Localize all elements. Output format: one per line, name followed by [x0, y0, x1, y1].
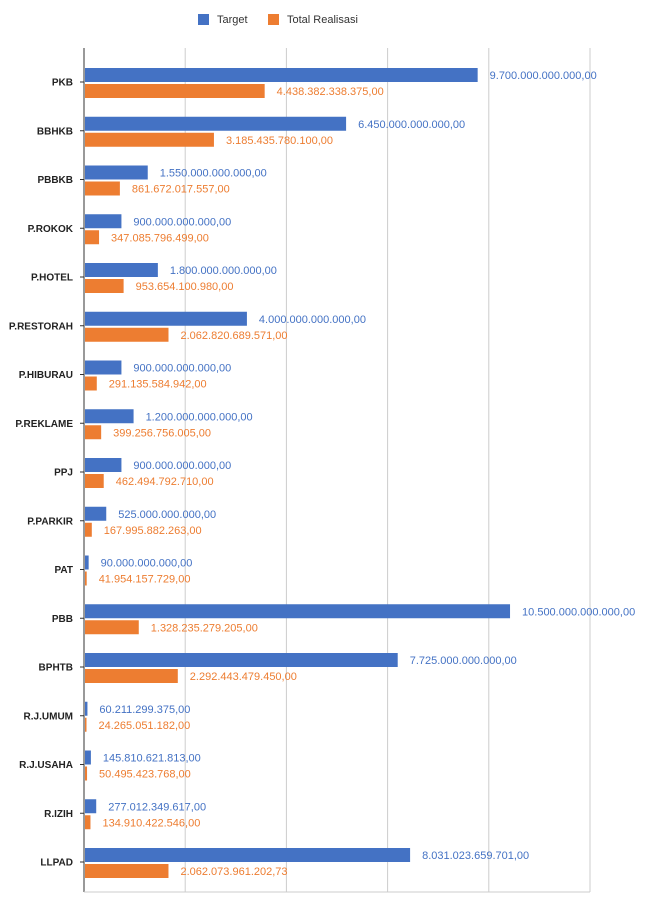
category-label: LLPAD [40, 858, 73, 869]
data-label-total-realisasi: 50.495.423.768,00 [99, 769, 191, 781]
category-label: PBBKB [37, 175, 73, 186]
data-label-total-realisasi: 462.494.792.710,00 [116, 476, 214, 488]
bar-total-realisasi [85, 84, 265, 98]
data-label-target: 7.725.000.000.000,00 [410, 655, 517, 667]
category-label: BPHTB [39, 663, 73, 674]
data-label-target: 6.450.000.000.000,00 [358, 119, 465, 131]
data-label-total-realisasi: 861.672.017.557,00 [132, 184, 230, 196]
data-label-target: 900.000.000.000,00 [133, 460, 231, 472]
category-label: P.REKLAME [15, 419, 73, 430]
bar-total-realisasi [85, 181, 120, 196]
bar-target [85, 750, 91, 765]
chart-axis: PKB BBHKB PBBKB P.ROKOK P.HOTEL P.RESTORAH P.H… [9, 48, 590, 893]
bar-target [85, 68, 478, 82]
data-label-target: 900.000.000.000,00 [133, 363, 231, 375]
bar-total-realisasi [85, 522, 92, 537]
data-label-target: 8.031.023.659.701,00 [422, 850, 529, 862]
data-label-total-realisasi: 2.062.073.961.202,73 [180, 866, 287, 878]
bar-target [85, 506, 107, 521]
chart-legend: Target Total Realisasi [198, 14, 358, 26]
bar-target [85, 653, 398, 667]
data-label-total-realisasi: 399.256.756.005,00 [113, 427, 211, 439]
data-label-total-realisasi: 2.292.443.479.450,00 [190, 671, 297, 683]
bar-total-realisasi [85, 132, 214, 147]
bar-total-realisasi [85, 620, 139, 635]
bar-total-realisasi [85, 230, 100, 245]
bar-total-realisasi [85, 327, 169, 342]
bar-total-realisasi [85, 425, 102, 440]
category-label: PKB [52, 78, 73, 89]
category-label: P.PARKIR [27, 516, 74, 527]
data-label-total-realisasi: 134.910.422.546,00 [102, 817, 200, 829]
chart-gridlines [184, 48, 591, 892]
data-label-total-realisasi: 953.654.100.980,00 [136, 281, 234, 293]
data-label-target: 145.810.621.813,00 [103, 753, 201, 765]
bar-total-realisasi [85, 571, 87, 586]
category-label: PAT [54, 565, 73, 576]
category-label: P.RESTORAH [9, 321, 73, 332]
data-label-total-realisasi: 167.995.882.263,00 [104, 525, 202, 537]
bar-total-realisasi [85, 717, 87, 732]
data-label-target: 1.800.000.000.000,00 [170, 265, 277, 277]
data-label-target: 1.550.000.000.000,00 [160, 168, 267, 180]
bar-target [85, 409, 134, 424]
category-label: R.J.UMUM [24, 711, 73, 722]
data-label-total-realisasi: 1.328.235.279.205,00 [151, 622, 258, 634]
category-label: P.ROKOK [28, 224, 74, 235]
bar-target [85, 116, 347, 131]
bar-target [85, 848, 411, 862]
bar-total-realisasi [85, 766, 88, 781]
bar-target [85, 165, 148, 180]
legend-label-total-realisasi: Total Realisasi [287, 14, 358, 26]
chart-bars: 9.700.000.000.000,00 4.438.382.338.375,00… [85, 68, 635, 878]
legend-swatch-target [198, 14, 209, 25]
bar-target [85, 214, 122, 229]
category-label: PBB [52, 614, 73, 625]
bar-target [85, 458, 122, 472]
category-label: P.HIBURAU [19, 370, 73, 381]
data-label-total-realisasi: 41.954.157.729,00 [99, 574, 191, 586]
bar-target [85, 555, 89, 570]
category-label: PPJ [54, 468, 73, 479]
data-label-target: 60.211.299.375,00 [99, 704, 190, 716]
bar-total-realisasi [85, 669, 178, 683]
legend-label-target: Target [217, 14, 248, 26]
bar-total-realisasi [85, 815, 91, 830]
bar-target [85, 311, 247, 326]
data-label-target: 9.700.000.000.000,00 [490, 70, 597, 82]
data-label-total-realisasi: 2.062.820.689.571,00 [181, 330, 288, 342]
data-label-target: 900.000.000.000,00 [133, 216, 231, 228]
bar-target [85, 263, 158, 277]
data-label-total-realisasi: 4.438.382.338.375,00 [277, 86, 384, 98]
bar-target [85, 360, 122, 375]
data-label-target: 277.012.349.617,00 [108, 801, 206, 813]
data-label-target: 4.000.000.000.000,00 [259, 314, 366, 326]
bar-target [85, 701, 88, 716]
data-label-total-realisasi: 347.085.796.499,00 [111, 232, 209, 244]
category-label: P.HOTEL [31, 273, 73, 284]
data-label-total-realisasi: 24.265.051.182,00 [99, 720, 191, 732]
bar-total-realisasi [85, 864, 169, 878]
bar-total-realisasi [85, 279, 124, 293]
bar-total-realisasi [85, 376, 97, 391]
category-label: R.J.USAHA [19, 760, 73, 771]
data-label-target: 525.000.000.000,00 [118, 509, 216, 521]
bar-target [85, 604, 511, 619]
category-label: R.IZIH [44, 809, 73, 820]
data-label-target: 1.200.000.000.000,00 [146, 411, 253, 423]
bar-target [85, 799, 97, 814]
category-label: BBHKB [37, 126, 73, 137]
data-label-total-realisasi: 3.185.435.780.100,00 [226, 135, 333, 147]
data-label-target: 10.500.000.000.000,00 [522, 606, 635, 618]
data-label-target: 90.000.000.000,00 [101, 558, 193, 570]
bar-total-realisasi [85, 474, 104, 488]
legend-swatch-total-realisasi [268, 14, 279, 25]
data-label-total-realisasi: 291.135.584.942,00 [109, 379, 207, 391]
